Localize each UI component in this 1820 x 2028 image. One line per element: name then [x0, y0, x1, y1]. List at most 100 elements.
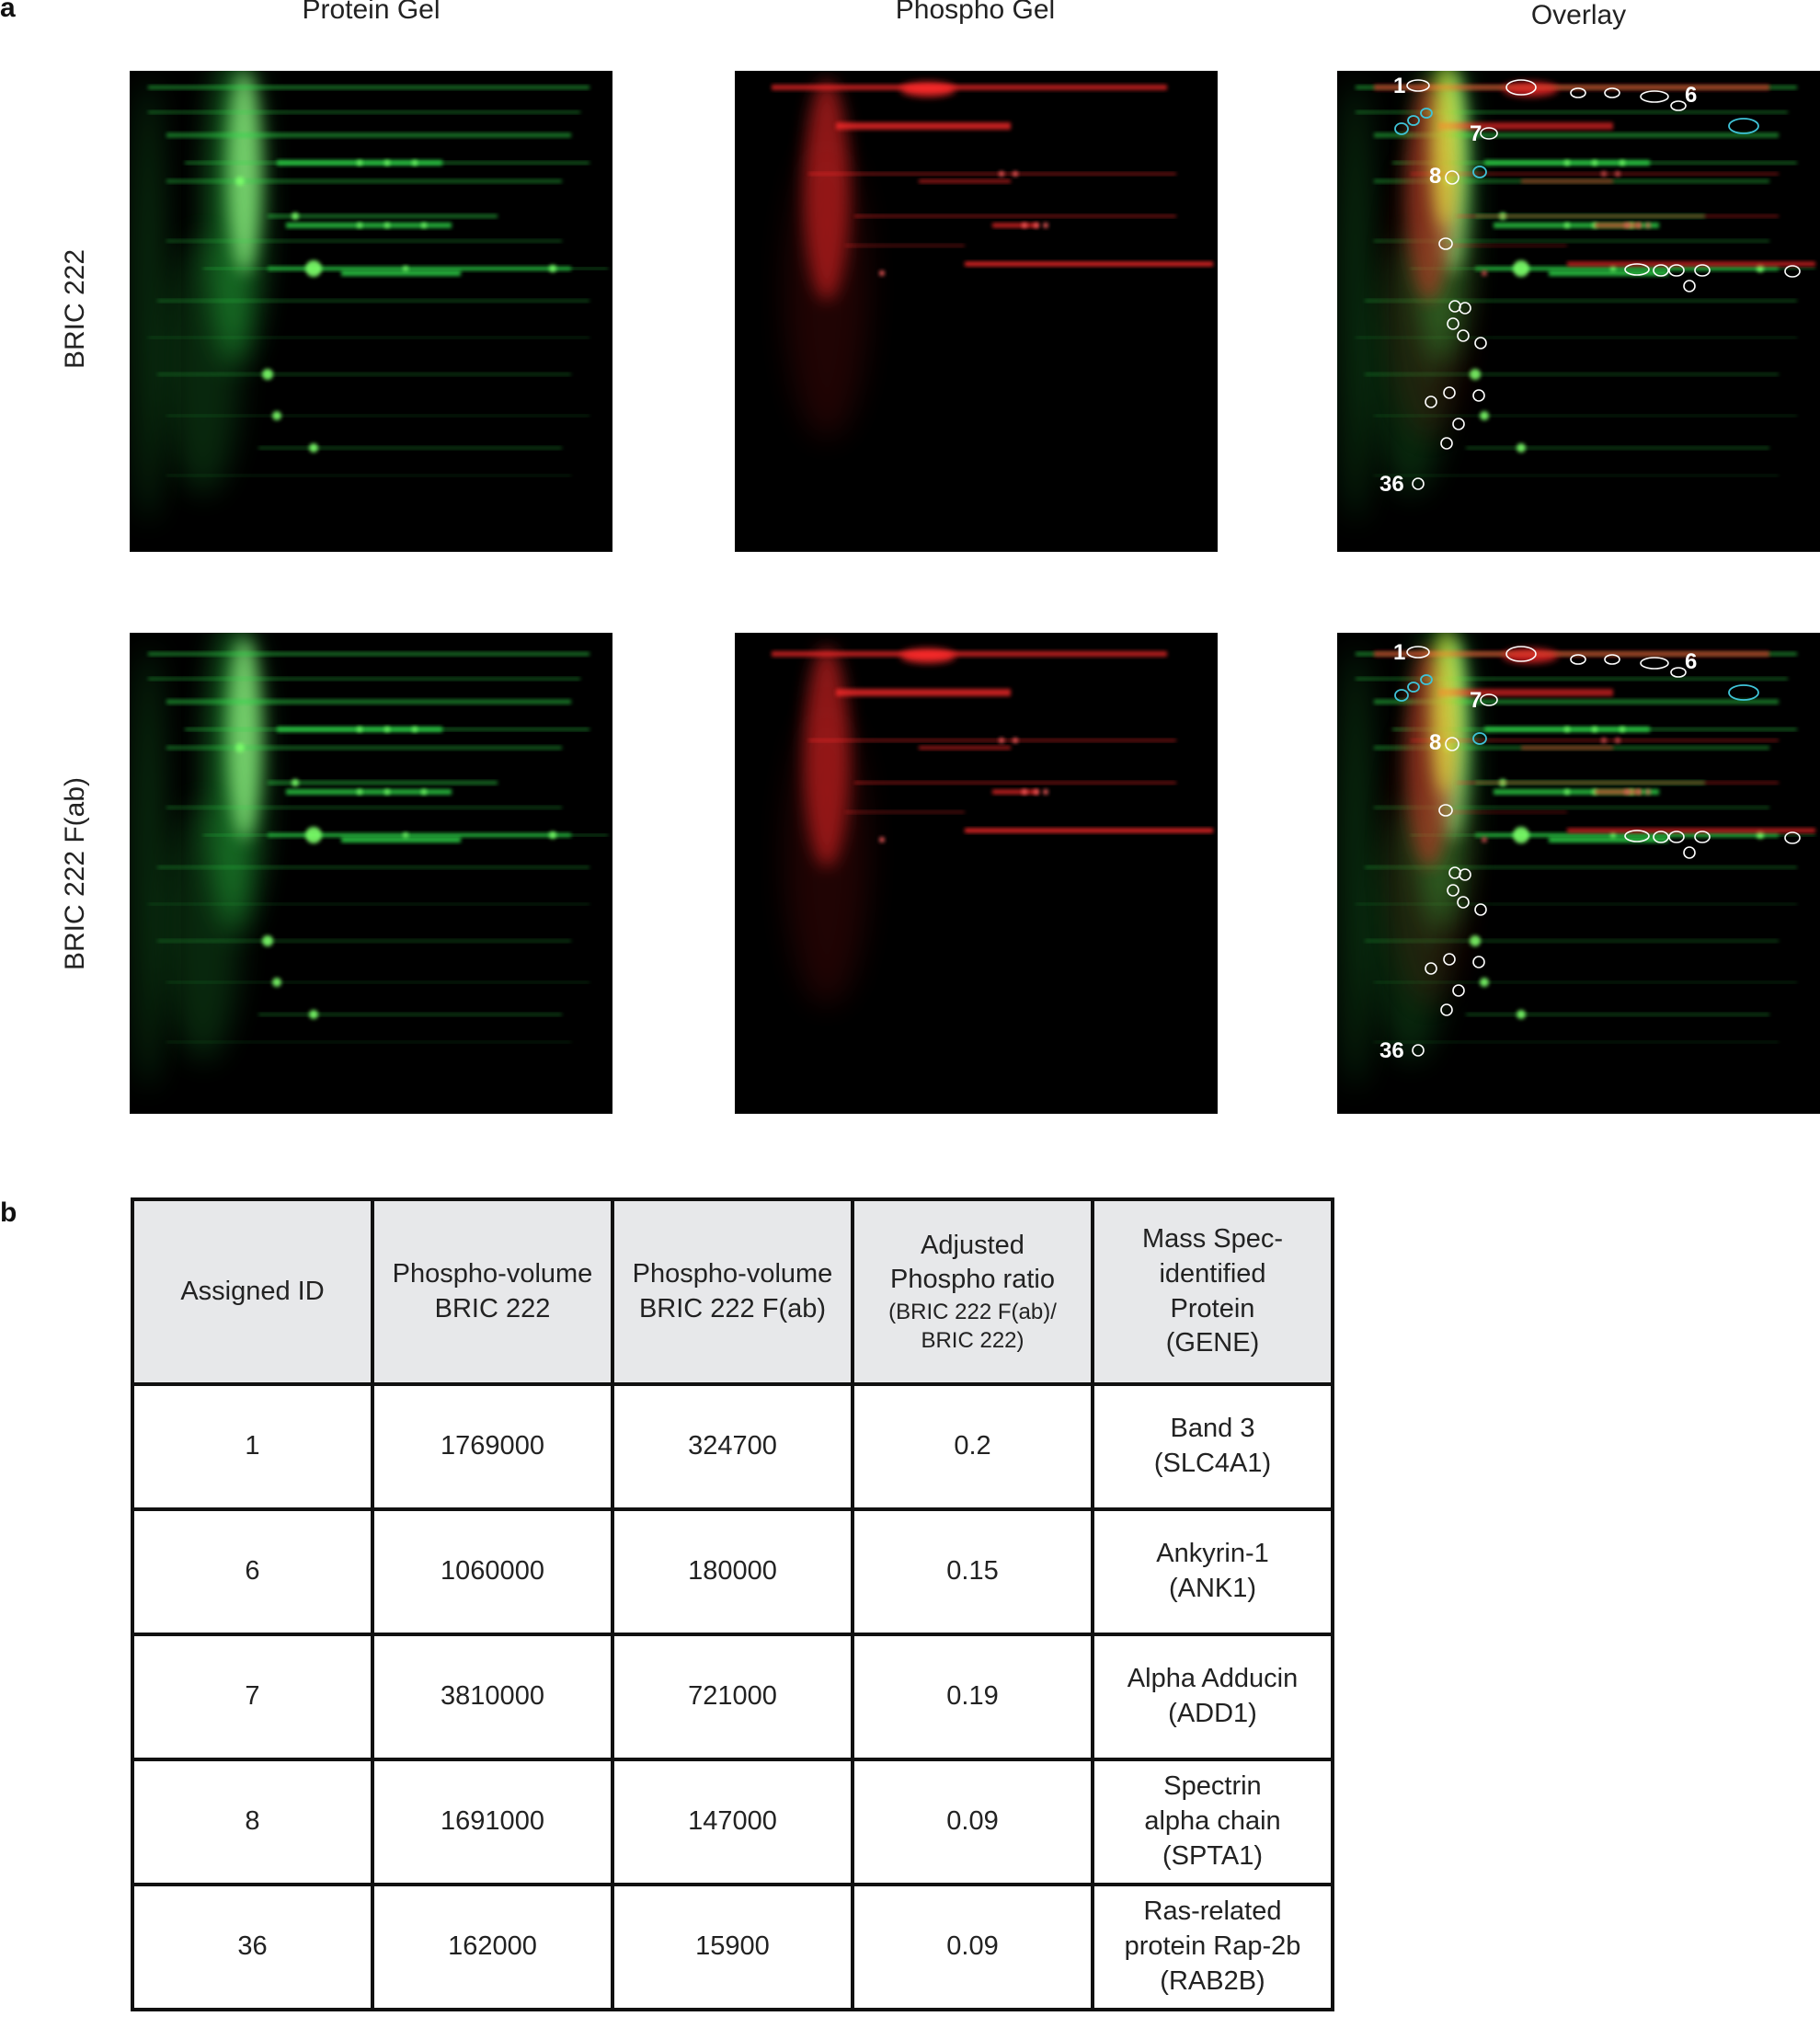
cell-protein: Spectrin alpha chain (SPTA1) — [1091, 1758, 1334, 1886]
spot-circle — [1694, 831, 1711, 843]
cell-protein: Ras-related protein Rap-2b (RAB2B) — [1091, 1883, 1334, 2011]
spot-circle — [1670, 667, 1687, 678]
spot-circle — [1683, 280, 1696, 292]
spot-circle — [1452, 418, 1465, 430]
row-label-bric-222-fab: BRIC 222 F(ab) — [60, 776, 90, 971]
header-adjusted-phospho-ratio: Adjusted Phospho ratio (BRIC 222 F(ab)/BR… — [851, 1197, 1094, 1386]
table-row: 8 1691000 147000 0.09 Spectrin alpha chai… — [131, 1758, 1334, 1886]
cell-phospho-volume-bric-222-fab: 15900 — [611, 1883, 854, 2011]
cell-phospho-volume-bric-222-fab: 324700 — [611, 1382, 854, 1511]
cell-phospho-volume-bric-222: 1060000 — [371, 1507, 614, 1636]
cell-phospho-volume-bric-222: 162000 — [371, 1883, 614, 2011]
spot-circle — [1425, 962, 1437, 975]
spot-circle — [1784, 265, 1801, 278]
cell-phospho-volume-bric-222-fab: 180000 — [611, 1507, 854, 1636]
panel-b-letter: b — [0, 1197, 17, 1228]
cell-adjusted-ratio: 0.15 — [851, 1507, 1094, 1636]
protein-gel-bric-222-fab — [130, 633, 612, 1114]
spot-circle — [1640, 90, 1669, 103]
spot-circle — [1480, 127, 1498, 140]
spot-circle-cyan — [1394, 689, 1409, 702]
spot-circle — [1452, 984, 1465, 997]
table-row: 6 1060000 180000 0.15 Ankyrin-1 (ANK1) — [131, 1507, 1334, 1636]
spot-id-label: 6 — [1685, 83, 1697, 108]
spot-circle — [1604, 87, 1620, 98]
cell-assigned-id: 8 — [131, 1758, 374, 1886]
phospho-gel-bric-222-fab — [735, 633, 1218, 1114]
spot-circle — [1505, 646, 1537, 662]
spot-circle — [1640, 657, 1669, 670]
header-phospho-volume-bric-222: Phospho-volume BRIC 222 — [371, 1197, 614, 1386]
spot-circle-cyan — [1472, 732, 1487, 745]
spot-circle — [1570, 654, 1586, 665]
table-row: 7 3810000 721000 0.19 Alpha Adducin (ADD1… — [131, 1633, 1334, 1761]
spot-circle — [1440, 1003, 1453, 1016]
spot-circle — [1670, 100, 1687, 111]
spot-id-label: 1 — [1393, 640, 1405, 665]
spot-id-label: 8 — [1429, 730, 1441, 755]
phospho-results-table: Assigned ID Phospho-volume BRIC 222 Phosp… — [131, 1197, 1334, 2011]
spot-circle — [1406, 79, 1430, 92]
spot-circle — [1447, 884, 1459, 897]
spot-circle — [1474, 337, 1487, 349]
spot-circle — [1505, 79, 1537, 96]
spot-circle — [1683, 846, 1696, 859]
spot-id-label: 8 — [1429, 164, 1441, 189]
spot-circle — [1624, 830, 1650, 842]
spot-circle — [1438, 804, 1453, 817]
spot-circle-cyan — [1407, 115, 1420, 126]
protein-gel-bric-222 — [130, 71, 612, 552]
cell-phospho-volume-bric-222: 3810000 — [371, 1633, 614, 1761]
spot-circle-cyan — [1420, 674, 1433, 685]
cell-assigned-id: 36 — [131, 1883, 374, 2011]
spot-circle — [1474, 903, 1487, 916]
table-row: 36 162000 15900 0.09 Ras-related protein … — [131, 1883, 1334, 2011]
table-row: 1 1769000 324700 0.2 Band 3 (SLC4A1) — [131, 1382, 1334, 1511]
spot-circle — [1472, 956, 1485, 968]
cell-assigned-id: 7 — [131, 1633, 374, 1761]
spot-circle-cyan — [1728, 684, 1759, 701]
header-assigned-id: Assigned ID — [131, 1197, 374, 1386]
cell-adjusted-ratio: 0.09 — [851, 1883, 1094, 2011]
overlay-gel-bric-222-fab: 1 6 7 8 36 — [1337, 633, 1820, 1114]
spot-id-label: 6 — [1685, 649, 1697, 674]
cell-phospho-volume-bric-222: 1691000 — [371, 1758, 614, 1886]
spot-circle — [1459, 302, 1471, 315]
cell-protein: Alpha Adducin (ADD1) — [1091, 1633, 1334, 1761]
spot-circle-cyan — [1472, 166, 1487, 178]
spot-circle — [1668, 264, 1685, 277]
row-label-bric-222: BRIC 222 — [60, 248, 90, 370]
spot-circle — [1457, 329, 1470, 342]
spot-circle — [1406, 646, 1430, 659]
cell-phospho-volume-bric-222: 1769000 — [371, 1382, 614, 1511]
spot-id-label: 1 — [1393, 74, 1405, 98]
phospho-gel-bric-222 — [735, 71, 1218, 552]
header-mass-spec-protein: Mass Spec-identified Protein (GENE) — [1091, 1197, 1334, 1386]
spot-id-label: 36 — [1379, 1038, 1404, 1063]
overlay-gel-bric-222: 1 6 7 8 36 — [1337, 71, 1820, 552]
spot-circle — [1480, 693, 1498, 706]
spot-circle-cyan — [1420, 108, 1433, 119]
spot-circle-cyan — [1394, 122, 1409, 135]
spot-circle — [1459, 868, 1471, 881]
spot-circle-cyan — [1407, 682, 1420, 693]
cell-adjusted-ratio: 0.09 — [851, 1758, 1094, 1886]
spot-circle — [1445, 737, 1459, 751]
spot-circle — [1624, 263, 1650, 276]
table-header-row: Assigned ID Phospho-volume BRIC 222 Phosp… — [131, 1197, 1334, 1386]
spot-circle — [1447, 317, 1459, 330]
panel-a-letter: a — [0, 0, 16, 23]
spot-circle-cyan — [1728, 118, 1759, 134]
cell-assigned-id: 1 — [131, 1382, 374, 1511]
spot-circle — [1668, 831, 1685, 843]
spot-circle — [1570, 87, 1586, 98]
spot-circle — [1653, 831, 1669, 843]
spot-circle — [1443, 953, 1456, 966]
spot-id-label: 7 — [1470, 121, 1482, 146]
spot-circle — [1653, 264, 1669, 277]
spot-circle — [1604, 654, 1620, 665]
column-title-phospho-gel: Phospho Gel — [895, 0, 1056, 25]
spot-circle — [1694, 264, 1711, 277]
cell-adjusted-ratio: 0.19 — [851, 1633, 1094, 1761]
spot-id-label: 7 — [1470, 688, 1482, 713]
